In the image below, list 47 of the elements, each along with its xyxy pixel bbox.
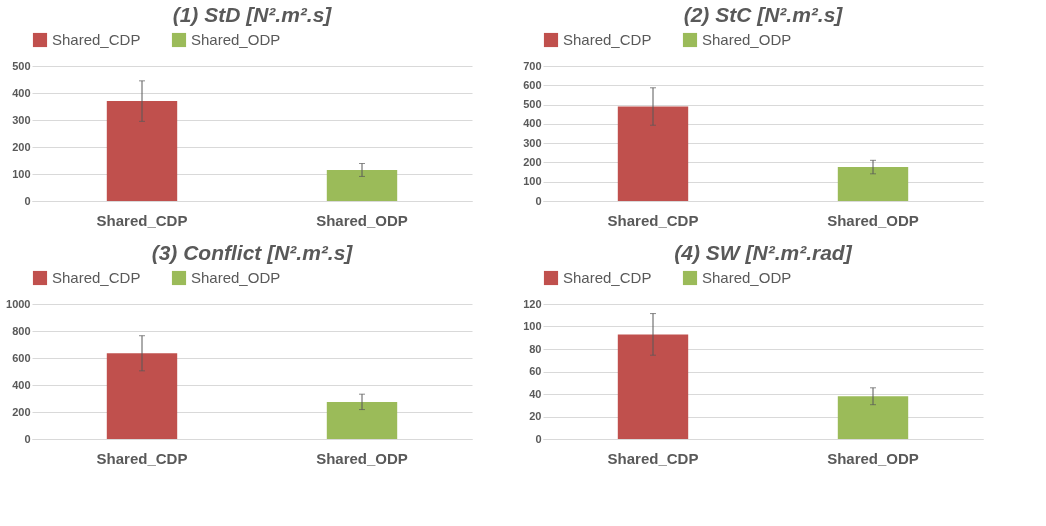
y-tick-label: 200 bbox=[523, 155, 542, 168]
y-tick-label: 400 bbox=[12, 378, 31, 391]
y-tick-label: 600 bbox=[523, 78, 542, 91]
legend-label: Shared_ODP bbox=[191, 31, 281, 48]
y-tick-label: 100 bbox=[523, 175, 542, 188]
y-tick-label: 0 bbox=[535, 432, 542, 445]
legend-label: Shared_CDP bbox=[52, 31, 141, 48]
y-tick-label: 20 bbox=[529, 410, 542, 422]
legend-label: Shared_ODP bbox=[702, 31, 792, 48]
x-tick-label: Shared_ODP bbox=[316, 449, 408, 467]
y-tick-label: 100 bbox=[523, 320, 542, 332]
y-tick-label: 200 bbox=[12, 140, 31, 153]
y-tick-label: 500 bbox=[523, 98, 542, 111]
legend-label: Shared_CDP bbox=[52, 269, 141, 286]
y-tick-label: 400 bbox=[523, 117, 542, 130]
legend-label: Shared_ODP bbox=[702, 269, 792, 286]
x-tick-label: Shared_CDP bbox=[96, 211, 188, 229]
y-tick-label: 500 bbox=[12, 59, 31, 72]
y-tick-label: 1000 bbox=[6, 297, 31, 310]
y-tick-label: 120 bbox=[523, 297, 542, 310]
y-tick-label: 0 bbox=[24, 432, 31, 445]
y-tick-label: 400 bbox=[12, 86, 31, 99]
chart-title: (4) SW [N².m².rad] bbox=[674, 241, 853, 264]
x-tick-label: Shared_CDP bbox=[607, 449, 699, 467]
y-tick-label: 40 bbox=[529, 387, 542, 400]
legend-label: Shared_CDP bbox=[563, 31, 652, 48]
chart-title: (1) StD [N².m².s] bbox=[172, 3, 333, 26]
chart-title: (3) Conflict [N².m².s] bbox=[151, 241, 354, 264]
x-tick-label: Shared_ODP bbox=[316, 211, 408, 229]
y-tick-label: 300 bbox=[523, 136, 542, 149]
x-tick-label: Shared_CDP bbox=[607, 211, 699, 229]
chart-title: (2) StC [N².m².s] bbox=[683, 3, 844, 26]
legend-label: Shared_ODP bbox=[191, 269, 281, 286]
y-tick-label: 700 bbox=[523, 59, 542, 72]
y-tick-label: 800 bbox=[12, 324, 31, 337]
y-tick-label: 200 bbox=[12, 405, 31, 418]
x-tick-label: Shared_ODP bbox=[827, 211, 919, 229]
y-tick-label: 80 bbox=[529, 342, 542, 355]
legend-label: Shared_CDP bbox=[563, 269, 652, 286]
y-tick-label: 0 bbox=[535, 194, 542, 207]
y-tick-label: 300 bbox=[12, 113, 31, 126]
x-tick-label: Shared_ODP bbox=[827, 449, 919, 467]
y-tick-label: 600 bbox=[12, 351, 31, 364]
y-tick-label: 100 bbox=[12, 167, 31, 180]
x-tick-label: Shared_CDP bbox=[96, 449, 188, 467]
y-tick-label: 60 bbox=[529, 365, 542, 377]
y-tick-label: 0 bbox=[24, 194, 31, 207]
